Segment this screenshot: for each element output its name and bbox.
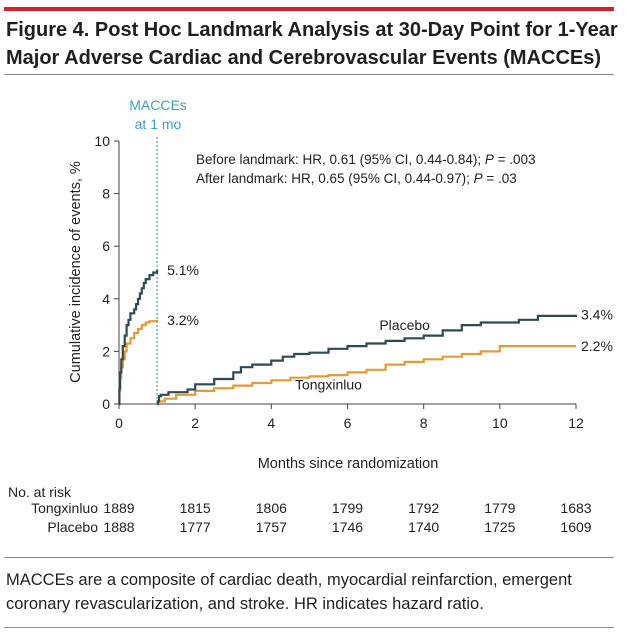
y-tick-label: 4 [102,291,110,307]
risk-cell: 1725 [484,519,515,535]
km-chart: MACCEs at 1 mo 0 2 4 6 8 10 0 2 4 6 8 10 12 5.1% 3.4… [8,97,613,535]
landmark-label-line1: MACCEs [129,97,187,113]
y-tick-label: 8 [102,186,110,202]
risk-table-title: No. at risk [8,484,72,500]
annotation-before-landmark: Before landmark: HR, 0.61 (95% CI, 0.44-… [196,152,536,167]
annotation-after-text: After landmark: HR, 0.65 (95% CI, 0.44-0… [196,171,474,186]
footer-divider-bottom [4,627,614,628]
y-tick-label: 10 [94,133,110,149]
annotation-before-p: P [485,152,494,167]
footer-divider-top [4,557,614,558]
risk-cell: 1806 [256,500,287,516]
x-tick-label: 12 [568,415,584,431]
series-tongxinluo-early-line [118,319,159,406]
risk-cell: 1740 [408,519,439,535]
risk-cell: 1777 [180,519,211,535]
y-tick-label: 6 [102,238,110,254]
annotation-after-pval: = .03 [483,171,517,186]
annotation-after-landmark: After landmark: HR, 0.65 (95% CI, 0.44-0… [196,171,517,186]
title-divider [4,74,614,75]
x-tick-label: 0 [115,415,123,431]
series-placebo-early-line [118,269,159,406]
risk-cell: 1779 [484,500,515,516]
risk-cell: 1609 [560,519,591,535]
accent-bar [4,7,614,11]
y-axis: 0 2 4 6 8 10 [94,133,120,412]
series-placebo-late-line [156,314,578,406]
annotation-before-pval: = .003 [494,152,536,167]
y-tick-label: 0 [102,396,110,412]
risk-cell: 1683 [560,500,591,516]
series-tongxinluo-late-line [157,345,576,406]
x-axis-label: Months since randomization [258,456,439,472]
x-tick-label: 10 [492,415,508,431]
series-label-tongxinluo: Tongxinluo [295,376,362,392]
footer-note: MACCEs are a composite of cardiac death,… [6,571,572,613]
risk-row-label-tongxinluo: Tongxinluo [31,500,98,516]
x-tick-label: 4 [267,415,275,431]
risk-cell: 1889 [103,500,134,516]
x-tick-label: 2 [191,415,199,431]
risk-cell: 1792 [408,500,439,516]
x-tick-label: 8 [420,415,428,431]
x-axis: 0 2 4 6 8 10 12 [115,403,584,431]
risk-cell: 1799 [332,500,363,516]
landmark-label-line2: at 1 mo [135,116,182,132]
annotation-after-p: P [474,171,483,186]
y-axis-label: Cumulative incidence of events, % [68,161,84,383]
end-label-tongxinluo-late: 2.2% [581,338,613,354]
annotation-before-text: Before landmark: HR, 0.61 (95% CI, 0.44-… [196,152,485,167]
series-label-placebo: Placebo [379,317,430,333]
risk-cell: 1746 [332,519,363,535]
end-label-placebo-early: 5.1% [167,262,199,278]
end-label-placebo-late: 3.4% [581,307,613,323]
risk-cell: 1815 [180,500,211,516]
figure-title: Figure 4. Post Hoc Landmark Analysis at … [6,19,618,69]
risk-cell: 1888 [103,519,134,535]
risk-row-label-placebo: Placebo [47,519,98,535]
end-label-tongxinluo-early: 3.2% [167,312,199,328]
x-tick-label: 6 [344,415,352,431]
y-tick-label: 2 [102,343,110,359]
risk-cell: 1757 [256,519,287,535]
